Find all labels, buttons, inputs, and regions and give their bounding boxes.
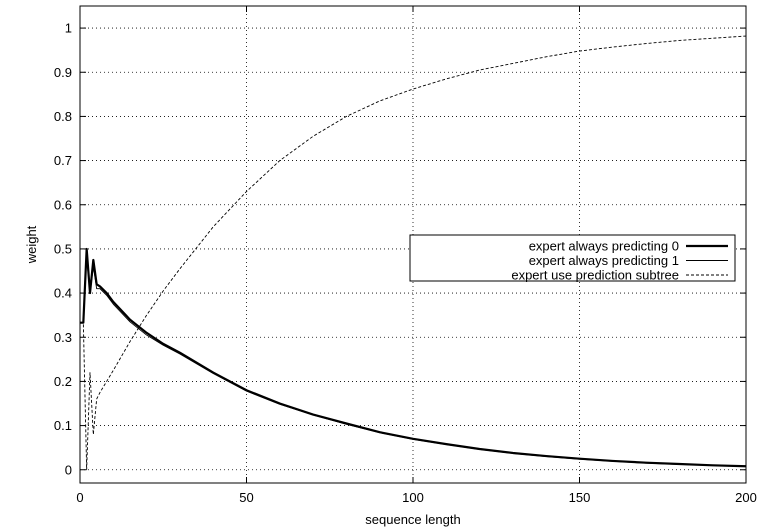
x-tick-label: 100 (402, 490, 424, 505)
y-tick-label: 0.5 (54, 241, 72, 256)
plot-frame (79, 5, 747, 484)
y-tick-label: 1 (65, 21, 72, 36)
series-line-2 (80, 35, 747, 471)
x-tick-label: 200 (735, 490, 757, 505)
legend-label-0: expert always predicting 0 (529, 239, 679, 254)
y-axis-label: weight (24, 225, 39, 264)
y-tick-label: 0.3 (54, 330, 72, 345)
x-tick-label: 150 (569, 490, 591, 505)
y-tick-label: 0.7 (54, 153, 72, 168)
x-tick-label: 50 (239, 490, 253, 505)
legend-label-2: expert use prediction subtree (511, 268, 679, 283)
series-lines (80, 35, 747, 471)
y-tick-label: 0.4 (54, 286, 72, 301)
x-tick-label: 0 (76, 490, 83, 505)
x-axis-label: sequence length (365, 512, 460, 527)
y-tick-label: 0.1 (54, 418, 72, 433)
y-tick-label: 0 (65, 462, 72, 477)
axis-ticks: 0 50 100 150 200 0 0.1 0.2 0.3 0.4 0.5 0.6 0.7 0.8 0.9… (54, 6, 757, 505)
series-line-1 (80, 257, 747, 467)
y-tick-label: 0.6 (54, 197, 72, 212)
legend-box (409, 234, 736, 282)
y-tick-label: 0.9 (54, 65, 72, 80)
y-tick-label: 0.2 (54, 374, 72, 389)
legend-label-1: expert always predicting 1 (529, 253, 679, 268)
y-tick-label: 0.8 (54, 109, 72, 124)
